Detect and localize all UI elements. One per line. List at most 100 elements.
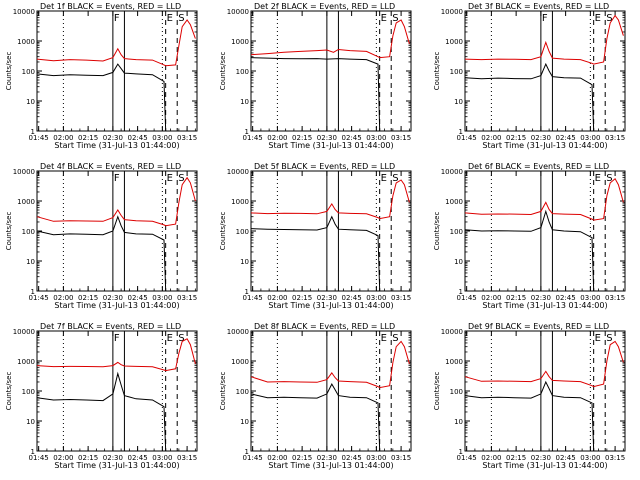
marker-letter: S (606, 13, 612, 24)
x-tick-label: 01:45 (29, 134, 49, 142)
x-tick-label: 03:15 (605, 454, 625, 462)
marker-letter: S (178, 333, 184, 344)
y-axis-label: Counts/sec (5, 372, 13, 411)
marker-letter: E (167, 333, 173, 344)
y-tick-label: 10000 (441, 328, 463, 336)
y-tick-label: 10 (26, 258, 35, 266)
x-tick-label: 03:00 (152, 294, 172, 302)
y-axis-label: Counts/sec (219, 212, 227, 251)
plot-frame (250, 170, 412, 292)
series-line-lld (36, 19, 196, 67)
x-tick-label: 01:45 (243, 454, 263, 462)
x-axis-label: Start Time (31-Jul-13 01:44:00) (482, 141, 607, 150)
x-tick-label: 02:45 (556, 454, 576, 462)
series-line-lld (464, 340, 624, 388)
y-axis-label: Counts/sec (5, 52, 13, 91)
plot-frame (36, 330, 198, 452)
y-axis-label: Counts/sec (219, 52, 227, 91)
panel-title: Det 4f BLACK = Events, RED = LLD (40, 162, 181, 171)
x-tick-label: 02:00 (53, 134, 73, 142)
panel-det-3: Det 3f BLACK = Events, RED = LLD 1 10 100 10… (433, 2, 626, 150)
y-tick-label: 1000 (17, 358, 35, 366)
y-tick-label: 1 (459, 288, 463, 296)
y-tick-label: 1000 (231, 358, 249, 366)
y-tick-label: 10000 (13, 168, 35, 176)
panel-title: Det 1f BLACK = Events, RED = LLD (40, 2, 181, 11)
y-tick-label: 10 (240, 98, 249, 106)
x-tick-label: 03:00 (366, 454, 386, 462)
x-tick-label: 02:15 (506, 294, 526, 302)
marker-letter: S (606, 173, 612, 184)
x-tick-label: 02:45 (556, 294, 576, 302)
x-tick-label: 01:45 (457, 294, 477, 302)
marker-letter: S (392, 173, 398, 184)
x-tick-label: 02:45 (128, 294, 148, 302)
y-tick-label: 10000 (13, 8, 35, 16)
series-line-lld (36, 338, 196, 372)
marker-letter: E (595, 333, 601, 344)
x-tick-label: 03:15 (177, 294, 197, 302)
x-tick-label: 03:00 (580, 454, 600, 462)
y-tick-label: 100 (22, 388, 35, 396)
y-tick-label: 100 (450, 68, 463, 76)
x-tick-label: 03:00 (366, 134, 386, 142)
x-tick-label: 02:15 (78, 454, 98, 462)
x-tick-label: 02:00 (267, 454, 287, 462)
panel-det-9: Det 9f BLACK = Events, RED = LLD 1 10 100 10… (433, 322, 626, 470)
panel-det-6: Det 6f BLACK = Events, RED = LLD 1 10 100 10… (433, 162, 626, 310)
y-tick-label: 100 (450, 228, 463, 236)
series-line-lld (250, 179, 410, 220)
x-tick-label: 02:15 (292, 134, 312, 142)
panel-title: Det 7f BLACK = Events, RED = LLD (40, 322, 181, 331)
x-tick-label: 02:30 (317, 454, 337, 462)
y-axis-label: Counts/sec (219, 372, 227, 411)
series-line-lld (250, 19, 410, 59)
panel-det-1: Det 1f BLACK = Events, RED = LLD 1 10 100 10… (5, 2, 198, 150)
y-tick-label: 1000 (231, 38, 249, 46)
y-tick-label: 10 (240, 258, 249, 266)
y-tick-label: 1000 (231, 198, 249, 206)
marker-letter: E (595, 13, 601, 24)
series-line-lld (464, 14, 624, 65)
x-tick-label: 02:00 (53, 294, 73, 302)
x-tick-label: 02:00 (267, 294, 287, 302)
plot-frame (36, 170, 198, 292)
x-axis-label: Start Time (31-Jul-13 01:44:00) (268, 461, 393, 470)
x-tick-label: 02:30 (531, 294, 551, 302)
x-tick-label: 03:15 (391, 294, 411, 302)
x-tick-label: 02:15 (292, 454, 312, 462)
y-tick-label: 100 (236, 228, 249, 236)
series-line-events (36, 215, 167, 292)
series-line-lld (250, 340, 410, 389)
x-tick-label: 02:30 (317, 294, 337, 302)
panel-det-5: Det 5f BLACK = Events, RED = LLD 1 10 100 10… (219, 162, 412, 310)
x-tick-label: 02:00 (481, 294, 501, 302)
y-axis-label: Counts/sec (433, 52, 441, 91)
plot-frame (36, 10, 198, 132)
y-tick-label: 100 (236, 388, 249, 396)
y-tick-label: 1000 (445, 198, 463, 206)
marker-letter: S (178, 173, 184, 184)
x-tick-label: 02:15 (506, 134, 526, 142)
y-tick-label: 10 (454, 258, 463, 266)
y-tick-label: 10000 (227, 168, 249, 176)
marker-letter: F (542, 13, 548, 24)
series-line-events (250, 383, 381, 452)
panel-title: Det 8f BLACK = Events, RED = LLD (254, 322, 395, 331)
x-tick-label: 02:30 (531, 454, 551, 462)
marker-letter: S (392, 13, 398, 24)
y-tick-label: 1000 (445, 358, 463, 366)
series-line-events (464, 380, 595, 452)
x-tick-label: 03:15 (177, 134, 197, 142)
marker-letter: E (381, 333, 387, 344)
y-tick-label: 10000 (441, 8, 463, 16)
x-tick-label: 03:15 (391, 134, 411, 142)
plot-frame (250, 330, 412, 452)
x-tick-label: 02:45 (556, 134, 576, 142)
y-tick-label: 10000 (441, 168, 463, 176)
series-line-lld (464, 178, 624, 221)
x-tick-label: 03:15 (605, 134, 625, 142)
y-tick-label: 1000 (17, 198, 35, 206)
y-tick-label: 1000 (17, 38, 35, 46)
panel-title: Det 6f BLACK = Events, RED = LLD (468, 162, 609, 171)
